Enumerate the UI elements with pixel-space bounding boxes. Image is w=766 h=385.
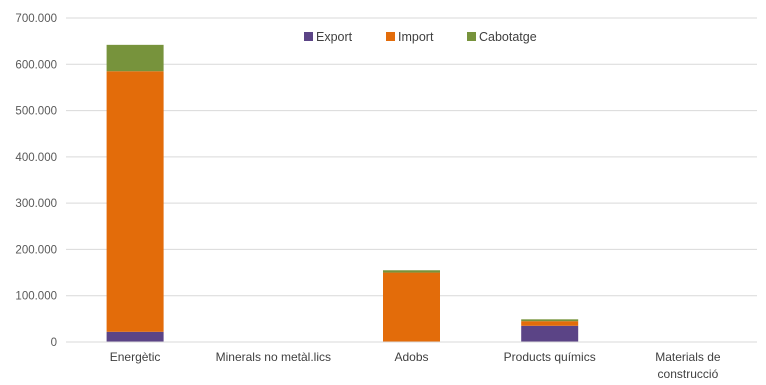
y-tick-label: 300.000 (15, 198, 57, 210)
gridlines (66, 17, 757, 297)
bar-segment-export (521, 325, 579, 342)
y-axis-ticks: 0 100.000 200.000 300.000 400.000 500.000 600.… (15, 13, 57, 349)
x-axis-categories: Energètic Minerals no metàl.lics Adobs Prod… (110, 350, 721, 381)
y-tick-label: 600.000 (15, 59, 57, 71)
x-category-label: Products químics (504, 350, 596, 364)
legend-swatch-export (304, 32, 313, 41)
bar-segment-import (383, 272, 440, 342)
y-tick-label: 400.000 (15, 152, 57, 164)
x-category-label: Materials de construcció (655, 350, 721, 381)
bar-segment-cabotatge (383, 270, 440, 273)
bar-segment-cabotatge (106, 44, 164, 72)
legend-swatch-cabotatge (467, 32, 476, 41)
legend-swatch-import (386, 32, 395, 41)
x-category-label: Adobs (394, 350, 428, 364)
x-category-label: Minerals no metàl.lics (216, 350, 331, 364)
y-tick-label: 500.000 (15, 106, 57, 118)
y-tick-label: 0 (51, 337, 57, 349)
legend-label-cabotatge: Cabotatge (479, 30, 537, 44)
bar-segment-cabotatge (521, 319, 579, 322)
bar-segment-import (521, 321, 579, 326)
bar-segment-import (106, 71, 164, 332)
y-tick-label: 100.000 (15, 291, 57, 303)
legend: Export Import Cabotatge (304, 30, 537, 44)
bar-segment-export (106, 331, 164, 342)
legend-label-import: Import (398, 30, 434, 44)
bars (106, 44, 579, 342)
y-tick-label: 700.000 (15, 13, 57, 25)
y-tick-label: 200.000 (15, 244, 57, 256)
x-category-label: Energètic (110, 350, 161, 364)
legend-label-export: Export (316, 30, 353, 44)
